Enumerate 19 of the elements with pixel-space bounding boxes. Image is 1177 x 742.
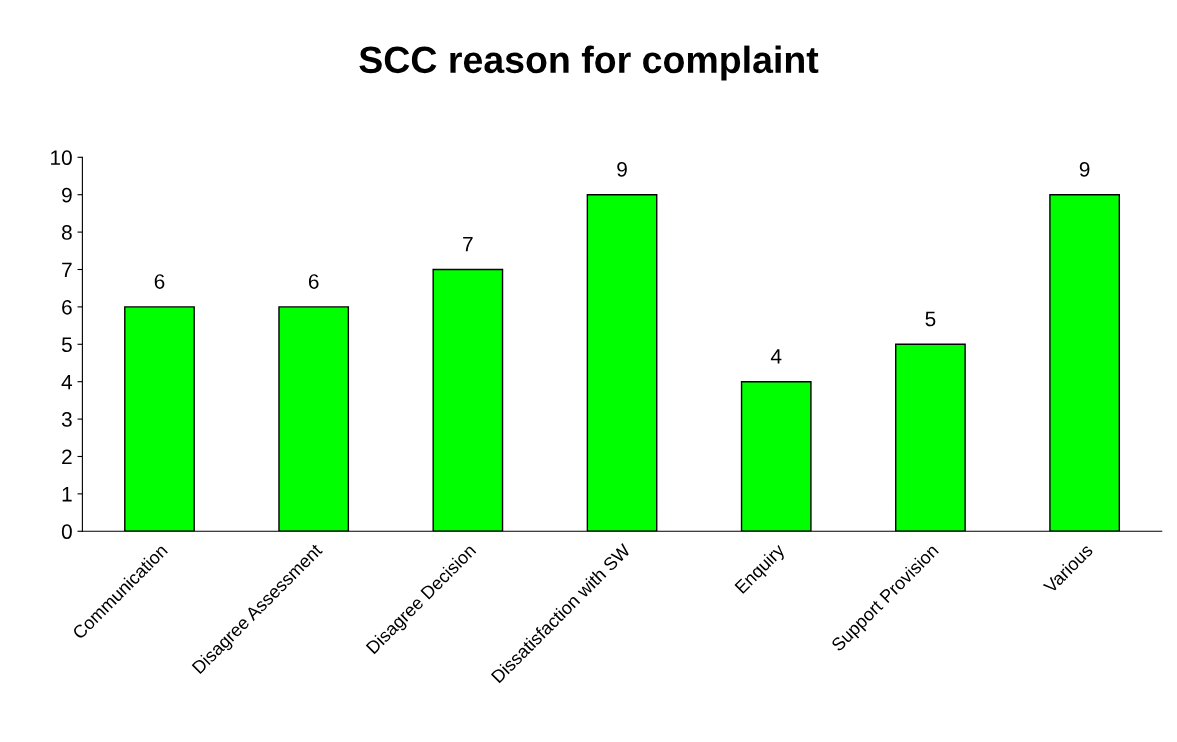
y-tick-label: 6	[62, 299, 72, 315]
y-tick-label: 7	[62, 262, 72, 278]
y-tick-label: 2	[62, 449, 72, 465]
y-tick-label: 4	[61, 374, 73, 390]
y-tick-label: 5	[61, 337, 72, 353]
y-tick-label: 1	[62, 487, 72, 502]
data-label: 6	[154, 274, 165, 289]
chart-title: SCC reason for complaint	[359, 45, 819, 81]
y-tick-label: 8	[61, 225, 72, 240]
data-label: 4	[770, 349, 782, 364]
y-tick-label: 3	[61, 412, 72, 427]
data-label: 6	[308, 274, 319, 289]
y-tick-label: 9	[62, 187, 72, 203]
data-label: 9	[1079, 161, 1090, 177]
data-label: 9	[617, 161, 627, 177]
y-tick-label: 10	[51, 150, 72, 166]
data-label: 7	[463, 236, 473, 252]
data-label: 5	[925, 311, 936, 327]
y-tick-label: 0	[61, 524, 72, 540]
